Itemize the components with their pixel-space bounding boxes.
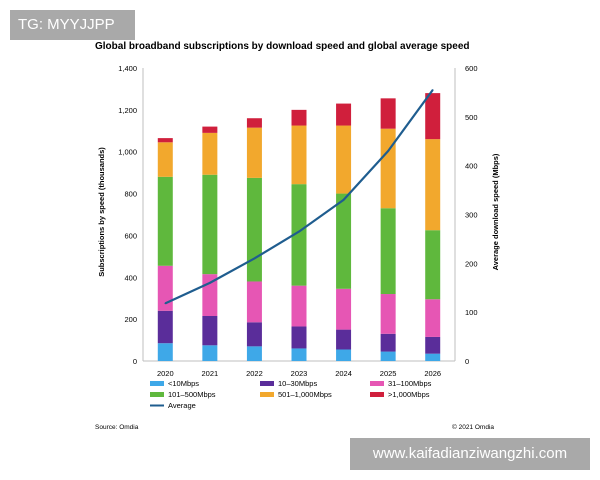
y2-tick-label: 0 [465,357,469,366]
bar-segment [425,93,441,140]
bar-segment [291,326,307,349]
average-point [253,257,256,260]
bar-segment [157,310,173,344]
bar-segment [336,193,352,289]
legend-label: <10Mbps [168,379,199,388]
bar-segment [291,125,307,185]
bar-segment [380,294,396,334]
y-tick-label: 1,000 [118,148,137,157]
x-tick-label: 2021 [202,369,219,378]
bar-segment [246,322,262,347]
average-point [209,282,211,284]
bar-segment [291,109,307,126]
bar-segment [291,348,307,361]
y-tick-label: 600 [124,231,137,240]
bar-segment [380,208,396,295]
bar-segment [336,349,352,361]
legend-label: >1,000Mbps [388,390,430,399]
average-point [164,302,167,305]
x-tick-label: 2025 [380,369,397,378]
average-point [387,150,389,152]
source-note: Source: Omdia [95,424,139,431]
y-tick-label: 800 [124,190,137,199]
bar-segment [246,127,262,178]
bar-segment [336,103,352,126]
legend-label: 31–100Mbps [388,379,432,388]
bar-segment [425,336,441,354]
bar-segment [336,125,352,194]
bar-segment [157,343,173,361]
legend-swatch [260,381,274,386]
y2-tick-label: 600 [465,64,478,73]
x-tick-label: 2020 [157,369,174,378]
y-tick-label: 0 [133,357,137,366]
y2-tick-label: 200 [465,259,478,268]
y-tick-label: 200 [124,315,137,324]
watermark-top-left: TG: MYYJJPP [10,10,135,40]
bar-segment [246,177,262,282]
average-point [342,199,345,201]
x-tick-label: 2022 [246,369,263,378]
watermark-bottom-right: www.kaifadianziwangzhi.com [350,438,590,470]
bar-segment [202,316,218,346]
bar-segment [425,353,441,361]
bar-segment [202,126,218,133]
bar-segment [157,138,173,143]
bar-segment [157,265,173,311]
y2-tick-label: 500 [465,113,478,122]
legend: <10Mbps 10–30Mbps 31–100Mbps 101–500Mbps 501… [150,379,432,410]
y-tick-label: 400 [124,273,137,282]
bar-segment [202,132,218,175]
bar-segment [380,351,396,361]
y2-tick-label: 100 [465,308,478,317]
bar-segment [157,142,173,177]
average-point [431,89,434,91]
legend-swatch [260,392,274,397]
y2-tick-label: 300 [465,211,478,220]
y2-axis-label: Average download speed (Mbps) [491,153,500,270]
bar-segment [380,333,396,352]
bar-segment [425,299,441,337]
y2-tick-label: 400 [465,162,478,171]
bar-segment [202,345,218,361]
bar-segment [425,139,441,231]
plot-area: 0 200 400 600 800 1,000 1,200 1,400 0 100 200 300 40… [118,64,477,378]
bar-segment [336,329,352,350]
bar-segment [246,346,262,361]
legend-swatch [150,381,164,386]
legend-label: 501–1,000Mbps [278,390,332,399]
x-tick-label: 2024 [335,369,352,378]
legend-swatch [370,381,384,386]
legend-swatch [150,392,164,397]
copyright-note: © 2021 Omdia [452,424,495,431]
x-tick-label: 2023 [291,369,308,378]
bar-segment [291,285,307,327]
y-tick-label: 1,400 [118,64,137,73]
bar-segment [380,128,396,209]
average-point [298,230,300,233]
legend-label: 10–30Mbps [278,379,317,388]
legend-label: Average [168,401,196,410]
bar-segment [425,230,441,300]
bar-segment [246,118,262,128]
bar-segment [157,176,173,266]
bar-segment [246,281,262,323]
bar-segment [336,288,352,330]
legend-label: 101–500Mbps [168,390,216,399]
y-tick-label: 1,200 [118,106,137,115]
bar-segment [291,184,307,286]
chart-title: Global broadband subscriptions by downlo… [95,41,470,52]
bar-segment [380,98,396,129]
y-axis-label: Subscriptions by speed (thousands) [97,147,106,277]
legend-swatch [370,392,384,397]
x-tick-label: 2026 [424,369,441,378]
bar-segment [202,174,218,275]
